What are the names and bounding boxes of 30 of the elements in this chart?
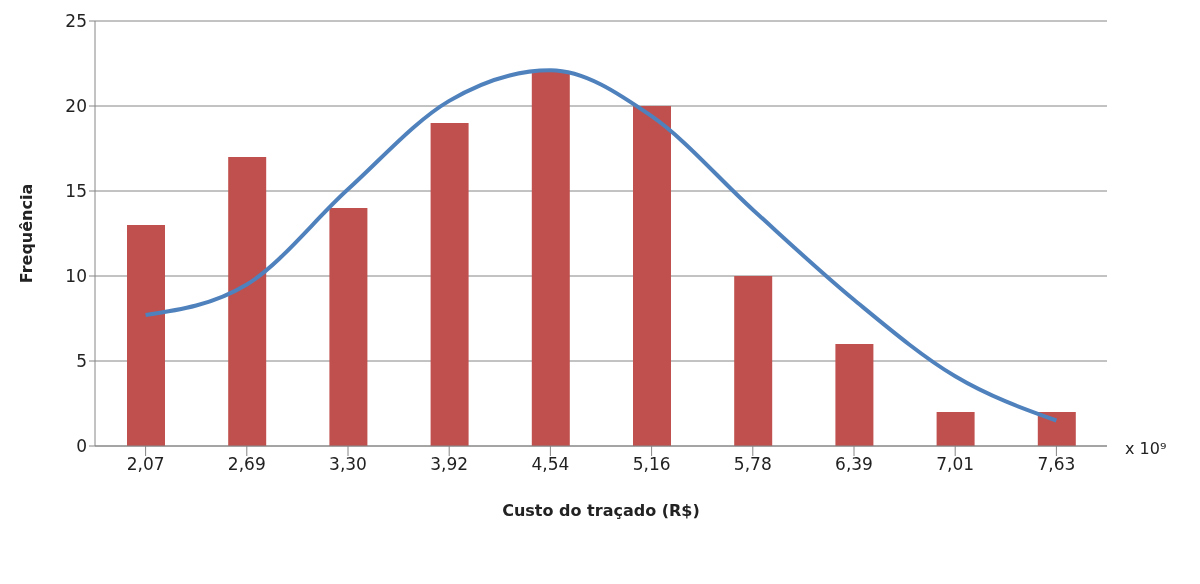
- x-axis-title: Custo do traçado (R$): [502, 501, 700, 520]
- x-tick-label: 3,92: [430, 454, 469, 475]
- bar: [127, 225, 165, 446]
- y-tick-label: 0: [76, 436, 87, 457]
- bar: [835, 344, 874, 446]
- x-tick-label: 5,16: [632, 454, 671, 475]
- bar: [329, 208, 368, 446]
- x-tick-label: 7,63: [1037, 454, 1076, 475]
- bar: [228, 157, 267, 446]
- x-tick-label: 5,78: [733, 454, 772, 475]
- x-tick-label: 2,07: [126, 454, 165, 475]
- y-axis-title: Frequência: [16, 183, 36, 284]
- y-tick-label: 10: [65, 266, 87, 287]
- y-tick-label: 25: [65, 11, 87, 32]
- bar: [633, 106, 671, 446]
- x-tick-label: 3,30: [329, 454, 367, 475]
- y-tick-label: 5: [76, 351, 87, 372]
- line-series: [143, 68, 1059, 423]
- x-tick-label: 2,69: [227, 454, 266, 475]
- bar: [430, 123, 469, 446]
- y-tick-label: 20: [65, 96, 87, 117]
- bar: [1037, 412, 1076, 446]
- bar: [734, 276, 773, 446]
- bar: [531, 72, 570, 446]
- bar: [936, 412, 975, 446]
- x-tick-label: 7,01: [936, 454, 975, 475]
- x-tick-label: 6,39: [835, 454, 873, 475]
- text: x 10⁹: [1125, 439, 1167, 458]
- x-tick-label: 4,54: [531, 454, 570, 475]
- y-tick-label: 15: [65, 181, 87, 202]
